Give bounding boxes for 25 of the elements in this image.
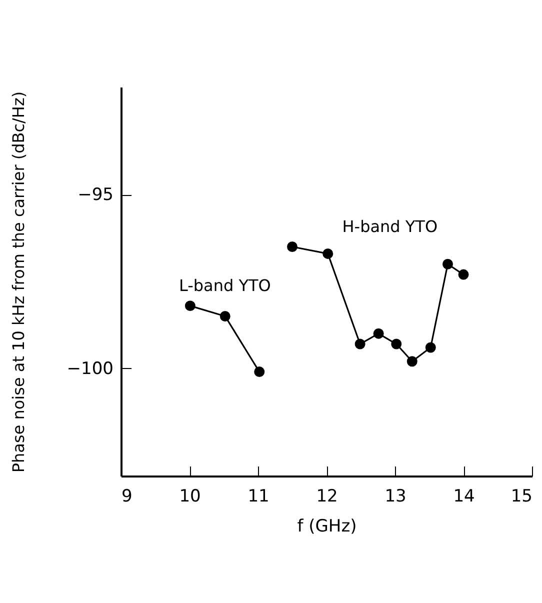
point [458,269,469,280]
point [406,356,418,367]
x-axis-title: f (GHz) [297,516,357,536]
y-tick-label: −100 [66,358,114,379]
y-axis-title: Phase noise at 10 kHz from the carrier (dBc/Hz) [8,91,28,473]
point [184,300,196,312]
point [373,328,384,339]
series-label: L-band YTO [178,276,271,295]
x-tick-label: 15 [510,486,532,506]
point [354,338,366,350]
point [254,366,265,378]
point [391,338,402,350]
x-tick-label: 13 [384,486,406,506]
point [425,342,436,353]
x-tick-label: 10 [179,486,201,506]
y-tick-label: −95 [78,185,114,206]
point [322,248,334,259]
point [287,242,298,252]
x-tick-label: 12 [316,486,338,506]
x-tick-label: 9 [122,486,132,506]
series-label: H-band YTO [342,216,438,236]
x-tick-label: 11 [248,486,270,506]
x-tick-label: 14 [453,486,475,506]
point [220,311,230,322]
point [442,258,453,270]
